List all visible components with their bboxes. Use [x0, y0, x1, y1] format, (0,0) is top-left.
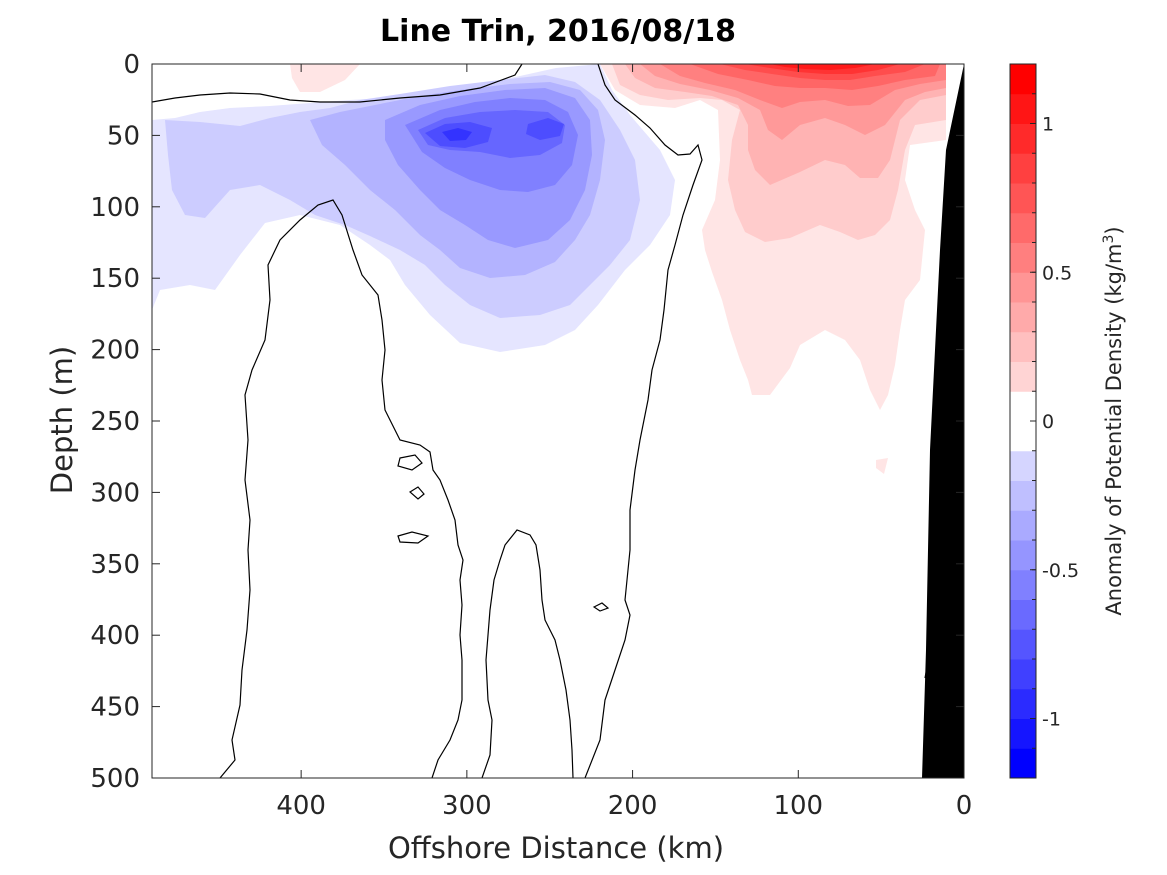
x-tick-label: 200 [608, 791, 658, 821]
negative-anomaly-level-7b [526, 118, 564, 140]
y-tick-label: 450 [90, 693, 140, 723]
colorbar-tick-label: 1 [1042, 114, 1054, 136]
colorbar-segment [1010, 93, 1036, 124]
zero-contour-eddy-4 [592, 602, 610, 612]
colorbar-tick-label: -0.5 [1042, 560, 1079, 582]
colorbar-segment [1010, 391, 1036, 422]
positive-anomaly-level-1b [290, 64, 360, 92]
colorbar-segment [1010, 302, 1036, 333]
zero-contour-left-lobe [219, 199, 464, 778]
bathymetry-shelf [922, 64, 964, 778]
y-tick-label: 200 [90, 336, 140, 366]
colorbar-segment [1010, 421, 1036, 452]
negative-anomaly-level-8 [442, 128, 472, 141]
colorbar-segment [1010, 629, 1036, 660]
colorbar-segment [1010, 659, 1036, 690]
axes: 400 300 200 100 0 0 50 100 150 200 250 300 350 400 450… [45, 50, 972, 865]
colorbar-segment [1010, 64, 1036, 95]
y-tick-label: 250 [90, 407, 140, 437]
colorbar-segment [1010, 540, 1036, 571]
y-tick-label: 300 [90, 478, 140, 508]
colorbar: 1 0.5 0 -0.5 -1 Anomaly of Potential Density … [1009, 63, 1126, 779]
colorbar-segment [1010, 599, 1036, 630]
zero-contour-surface [152, 64, 523, 103]
x-axis-label: Offshore Distance (km) [388, 831, 724, 865]
zero-contour-front [584, 64, 703, 778]
colorbar-segment [1010, 123, 1036, 154]
x-tick-label: 100 [773, 791, 823, 821]
colorbar-segment [1010, 748, 1036, 779]
y-axis-label: Depth (m) [45, 346, 79, 494]
positive-anomaly-level-9 [770, 64, 875, 70]
y-tick-label: 350 [90, 550, 140, 580]
colorbar-segment [1010, 183, 1036, 214]
zero-contour-eddy-3 [397, 531, 430, 544]
y-tick-label: 50 [107, 121, 140, 151]
colorbar-segment [1010, 718, 1036, 749]
colorbar-segment [1010, 361, 1036, 392]
colorbar-segment [1010, 153, 1036, 184]
y-tick-label: 0 [123, 50, 140, 80]
y-tick-label: 150 [90, 264, 140, 294]
chart-title: Line Trin, 2016/08/18 [380, 14, 736, 49]
x-tick-label: 400 [276, 791, 326, 821]
colorbar-segment [1010, 510, 1036, 541]
positive-anomaly-level-1c [876, 458, 888, 474]
colorbar-segment [1010, 450, 1036, 481]
colorbar-segment [1010, 242, 1036, 273]
y-tick-label: 400 [90, 621, 140, 651]
colorbar-label: Anomaly of Potential Density (kg/m3) [1101, 226, 1126, 615]
colorbar-segment [1010, 688, 1036, 719]
colorbar-segment [1010, 331, 1036, 362]
x-tick-label: 0 [956, 791, 973, 821]
y-tick-label: 100 [90, 193, 140, 223]
colorbar-tick-label: -1 [1042, 709, 1061, 731]
colorbar-label-main: Anomaly of Potential Density (kg/m [1102, 244, 1126, 616]
colorbar-label-superscript: 3 [1101, 235, 1117, 244]
colorbar-segment [1010, 480, 1036, 511]
zero-contour-inner-lobe [481, 529, 574, 778]
zero-contour-eddy-2 [408, 486, 425, 500]
plot-area [152, 64, 964, 778]
zero-contour-eddy-1 [397, 454, 423, 471]
colorbar-segment [1010, 272, 1036, 303]
colorbar-segment [1010, 212, 1036, 243]
colorbar-tick-label: 0 [1042, 411, 1054, 433]
x-tick-label: 300 [442, 791, 492, 821]
y-tick-label: 500 [90, 764, 140, 794]
zero-contours [152, 64, 931, 778]
colorbar-label-suffix: ) [1102, 226, 1126, 234]
colorbar-tick-label: 0.5 [1042, 262, 1072, 284]
colorbar-segment [1010, 569, 1036, 600]
